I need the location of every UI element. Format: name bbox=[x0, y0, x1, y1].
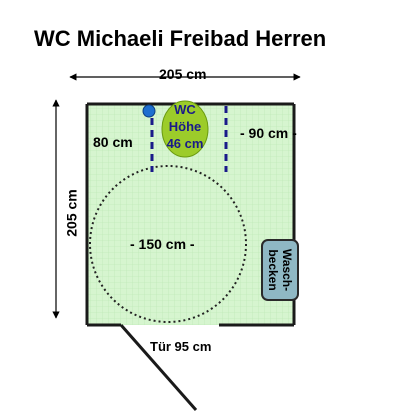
toilet-bowl bbox=[161, 100, 209, 158]
wash-basin-label: Wasch- becken bbox=[262, 240, 298, 300]
flush-button-icon bbox=[142, 104, 156, 118]
door-leaf bbox=[119, 324, 198, 411]
wash-basin-label-text: Wasch- becken bbox=[266, 249, 294, 291]
toilet-side-distance-label: 80 cm bbox=[93, 134, 133, 150]
wash-basin bbox=[261, 239, 299, 301]
turning-circle-label: - 150 cm - bbox=[130, 236, 195, 252]
toilet-label-line2: Höhe bbox=[168, 119, 202, 134]
free-side-distance-label: - 90 cm - bbox=[240, 125, 297, 141]
turning-circle bbox=[89, 165, 247, 323]
wash-basin-label-line2: becken bbox=[266, 249, 281, 291]
width-label: 205 cm bbox=[159, 66, 207, 82]
wash-basin-label-line1: Wasch- bbox=[280, 248, 295, 292]
door-width-label: Tür 95 cm bbox=[150, 339, 212, 354]
toilet-label: WC Höhe 46 cm bbox=[158, 101, 212, 152]
toilet-label-line3: 46 cm bbox=[166, 136, 204, 151]
toilet-label-line1: WC bbox=[174, 102, 196, 117]
depth-label: 205 cm bbox=[63, 189, 80, 237]
page-title: WC Michaeli Freibad Herren bbox=[34, 26, 327, 51]
